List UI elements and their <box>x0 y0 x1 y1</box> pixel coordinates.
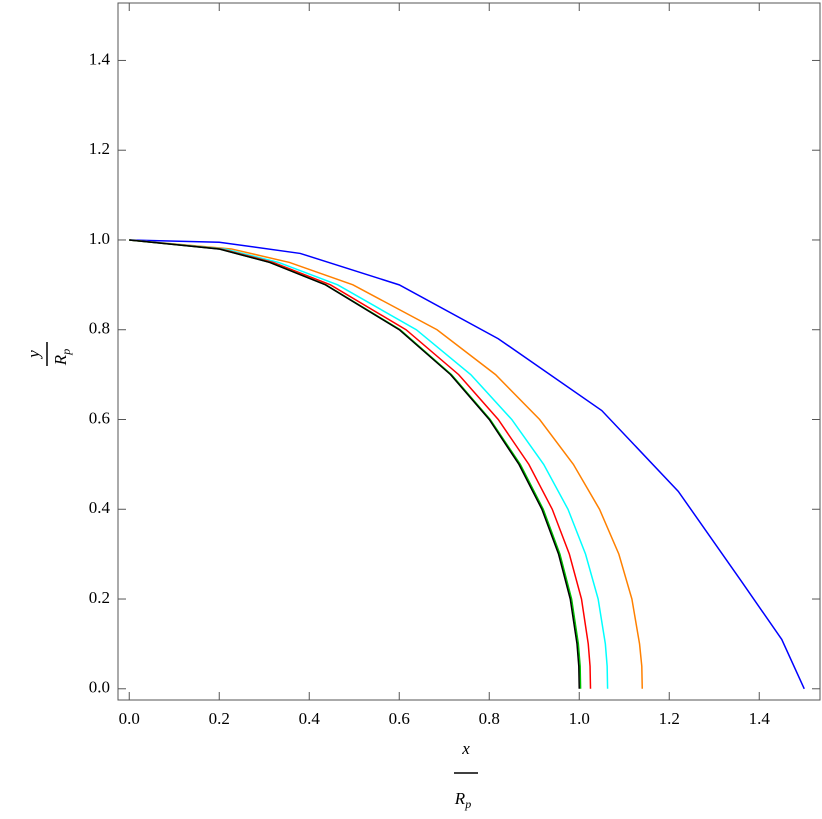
y-tick-label: 1.2 <box>89 139 110 158</box>
curve <box>129 239 643 689</box>
y-tick-label: 0.8 <box>89 319 110 338</box>
curve <box>129 239 609 689</box>
y-axis-label: y Rp <box>24 342 73 366</box>
y-tick-label: 1.0 <box>89 229 110 248</box>
curve <box>129 239 580 689</box>
plot-frame <box>117 2 821 701</box>
y-tick-label: 0.4 <box>89 498 111 517</box>
y-tick-label: 0.0 <box>89 678 110 697</box>
y-tick-label: 1.4 <box>89 49 111 68</box>
x-label-denominator: Rp <box>454 789 471 811</box>
x-tick-label: 1.2 <box>659 709 680 728</box>
x-tick-label: 0.8 <box>479 709 500 728</box>
y-label-denominator: Rp <box>51 349 73 366</box>
x-label-den-main: R <box>454 789 466 808</box>
y-tick-label: 0.2 <box>89 588 110 607</box>
x-tick-label: 1.0 <box>569 709 590 728</box>
x-label-numerator: x <box>461 739 470 758</box>
x-tick-label: 0.2 <box>209 709 230 728</box>
y-label-den-main: R <box>51 354 70 366</box>
x-tick-label: 0.0 <box>119 709 140 728</box>
x-tick-label: 0.6 <box>389 709 410 728</box>
y-label-numerator: y <box>24 350 43 360</box>
y-label-den-sub: p <box>59 349 73 356</box>
curve <box>129 239 805 690</box>
x-tick-label: 0.4 <box>299 709 321 728</box>
y-tick-label: 0.6 <box>89 408 110 427</box>
x-tick-label: 1.4 <box>749 709 771 728</box>
x-axis-label: x Rp <box>454 739 478 811</box>
curve <box>129 239 582 689</box>
curve <box>129 239 592 689</box>
x-label-den-sub: p <box>464 797 471 811</box>
